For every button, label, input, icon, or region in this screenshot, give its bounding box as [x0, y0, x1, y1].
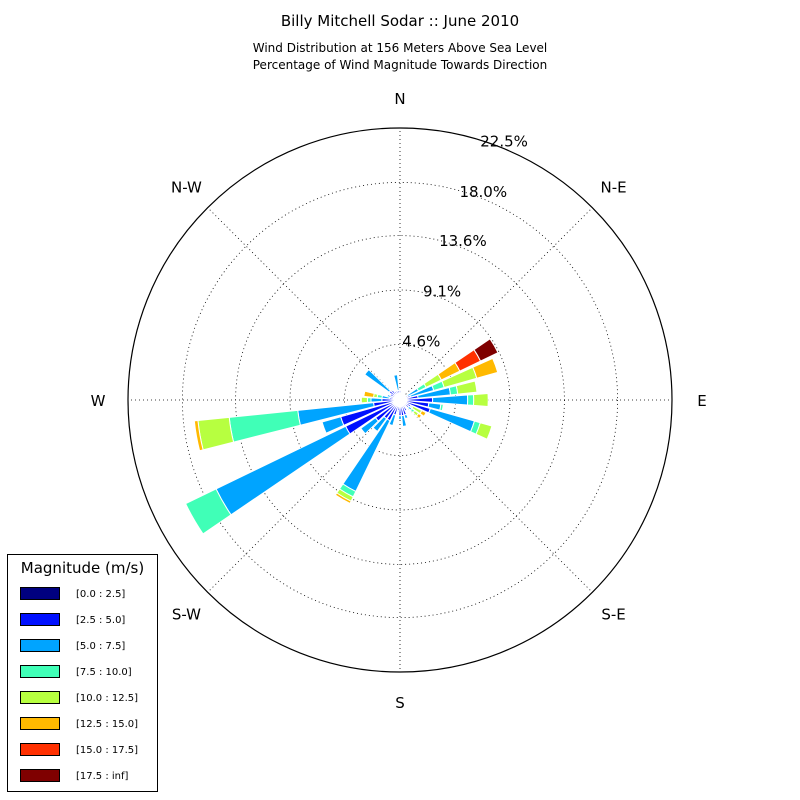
windrose-bar — [415, 412, 423, 420]
angular-gridline — [399, 207, 593, 401]
legend-item: [17.5 : inf] — [20, 769, 150, 785]
windrose-bar — [475, 422, 493, 440]
direction-label: N-E — [600, 178, 626, 196]
angular-gridline — [207, 399, 401, 593]
windrose-bar — [386, 393, 392, 398]
radial-tick-label: 4.6% — [402, 333, 440, 351]
outer-circle — [127, 127, 673, 673]
direction-label: S — [395, 694, 405, 712]
windrose-bar — [360, 416, 380, 435]
legend-item: [0.0 : 2.5] — [20, 587, 150, 603]
windrose-bar — [321, 416, 345, 434]
radial-tick-label: 9.1% — [423, 282, 461, 300]
windrose-bar — [455, 380, 478, 395]
legend-label: [0.0 : 2.5] — [76, 589, 126, 600]
windrose-bar — [466, 394, 475, 406]
angular-gridline — [399, 399, 593, 593]
legend-label: [17.5 : inf] — [76, 771, 129, 782]
legend-title: Magnitude (m/s) — [20, 559, 145, 577]
radial-tick-label: 18.0% — [459, 183, 507, 201]
direction-label: S-W — [172, 606, 201, 624]
windrose-bar — [473, 338, 499, 362]
windrose-bar — [439, 403, 444, 412]
legend-label: [12.5 : 15.0] — [76, 719, 139, 730]
radial-gridline — [181, 181, 619, 619]
legend-swatch — [20, 769, 60, 782]
windrose-bar — [403, 413, 409, 420]
radial-tick-label: 13.6% — [439, 232, 487, 250]
windrose-bar — [473, 393, 489, 407]
windrose-bar — [334, 492, 352, 505]
legend-swatch — [20, 639, 60, 652]
windrose-bar — [366, 397, 372, 403]
chart-subtitle-2: Percentage of Wind Magnitude Towards Dir… — [252, 58, 548, 72]
direction-label: N — [394, 90, 405, 108]
legend-swatch — [20, 717, 60, 730]
direction-label: E — [697, 392, 706, 410]
windrose-bar — [228, 409, 301, 443]
legend-label: [2.5 : 5.0] — [76, 615, 126, 626]
windrose-bar — [388, 413, 397, 427]
legend-item: [10.0 : 12.5] — [20, 691, 150, 707]
windrose-bar — [398, 415, 402, 420]
angular-gridline — [207, 207, 401, 401]
chart-title: Billy Mitchell Sodar :: June 2010 — [280, 12, 520, 30]
windrose-bar — [372, 415, 388, 433]
legend-swatch — [20, 665, 60, 678]
windrose-bar — [401, 414, 408, 428]
legend-item: [15.0 : 17.5] — [20, 743, 150, 759]
legend: Magnitude (m/s) [0.0 : 2.5] [2.5 : 5.0] [5… — [7, 554, 158, 792]
legend-item: [7.5 : 10.0] — [20, 665, 150, 681]
legend-item: [5.0 : 7.5] — [20, 639, 150, 655]
windrose-bar — [360, 396, 368, 404]
windrose-bar — [363, 390, 375, 398]
chart-subtitle: Wind Distribution at 156 Meters Above Se… — [252, 41, 548, 55]
windrose-bar — [184, 488, 232, 535]
windrose-bar — [370, 397, 383, 403]
legend-label: [10.0 : 12.5] — [76, 693, 139, 704]
legend-swatch — [20, 587, 60, 600]
legend-swatch — [20, 613, 60, 626]
windrose-bar — [193, 419, 204, 452]
legend-item: [2.5 : 5.0] — [20, 613, 150, 629]
windrose-bar — [419, 409, 427, 418]
legend-label: [5.0 : 7.5] — [76, 641, 126, 652]
direction-label: W — [91, 392, 106, 410]
direction-label: N-W — [171, 178, 202, 196]
legend-label: [7.5 : 10.0] — [76, 667, 132, 678]
windrose-bar — [428, 407, 476, 433]
windrose-bar — [472, 357, 499, 379]
windrose-bar — [364, 368, 392, 393]
windrose-bar — [197, 416, 235, 451]
windrose-bar — [393, 374, 400, 392]
legend-swatch — [20, 743, 60, 756]
legend-swatch — [20, 691, 60, 704]
direction-label: S-E — [601, 606, 625, 624]
radial-gridline — [289, 289, 511, 511]
radial-tick-label: 22.5% — [480, 133, 528, 151]
legend-label: [15.0 : 17.5] — [76, 745, 139, 756]
legend-item: [12.5 : 15.0] — [20, 717, 150, 733]
